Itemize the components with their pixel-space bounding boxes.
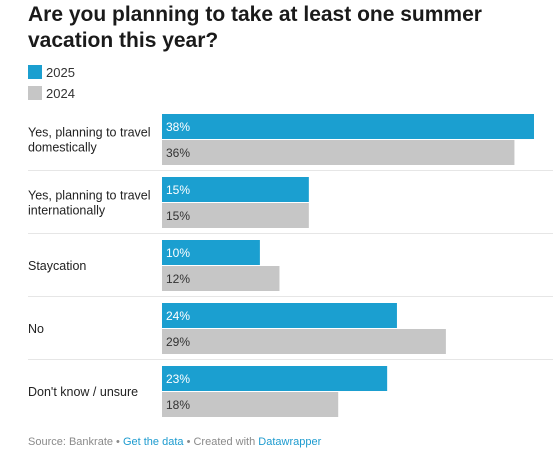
category-label-yes-planning-to-travel-internationally: Yes, planning to travel internationally [28,189,151,218]
legend-item-2024: 2024 [28,84,75,102]
bar-2024-yes-planning-to-travel-domestically [162,140,515,165]
chart-title: Are you planning to take at least one su… [28,3,482,52]
data-label-2024-don-t-know-unsure: 18% [166,398,190,412]
data-label-2025-no: 24% [166,309,190,323]
legend-label-2025: 2025 [46,64,75,80]
bar-2025-yes-planning-to-travel-internationally [162,177,309,202]
legend-swatch-2024 [28,86,42,100]
data-label-2025-staycation: 10% [166,246,190,260]
data-label-2024-yes-planning-to-travel-domestically: 36% [166,146,190,160]
source-text: Source: Bankrate [28,436,113,448]
footer-separator: • [113,436,123,448]
legend-item-2025: 2025 [28,63,75,81]
bar-2024-no [162,329,446,354]
category-label-don-t-know-unsure: Don't know / unsure [28,385,138,399]
footer: Source: Bankrate • Get the data • Create… [28,436,321,448]
bar-2025-staycation [162,240,260,265]
legend-label-2024: 2024 [46,85,75,101]
category-label-no: No [28,322,44,336]
data-label-2024-yes-planning-to-travel-internationally: 15% [166,209,190,223]
datawrapper-link[interactable]: Datawrapper [258,436,322,448]
bar-2024-staycation [162,266,280,291]
get-the-data-link[interactable]: Get the data [122,436,184,448]
legend: 2025 2024 [28,63,75,105]
category-label-staycation: Staycation [28,259,86,273]
data-label-2025-yes-planning-to-travel-internationally: 15% [166,183,190,197]
created-with-text: • Created with [183,436,259,448]
data-label-2025-yes-planning-to-travel-domestically: 38% [166,120,190,134]
data-label-2025-don-t-know-unsure: 23% [166,372,190,386]
legend-swatch-2025 [28,65,42,79]
bar-2024-don-t-know-unsure [162,392,339,417]
bar-2025-yes-planning-to-travel-domestically [162,114,534,139]
data-label-2024-no: 29% [166,335,190,349]
bar-2025-no [162,303,397,328]
bar-2024-yes-planning-to-travel-internationally [162,203,309,228]
category-label-yes-planning-to-travel-domestically: Yes, planning to travel domestically [28,126,151,155]
bar-2025-don-t-know-unsure [162,366,388,391]
data-label-2024-staycation: 12% [166,272,190,286]
